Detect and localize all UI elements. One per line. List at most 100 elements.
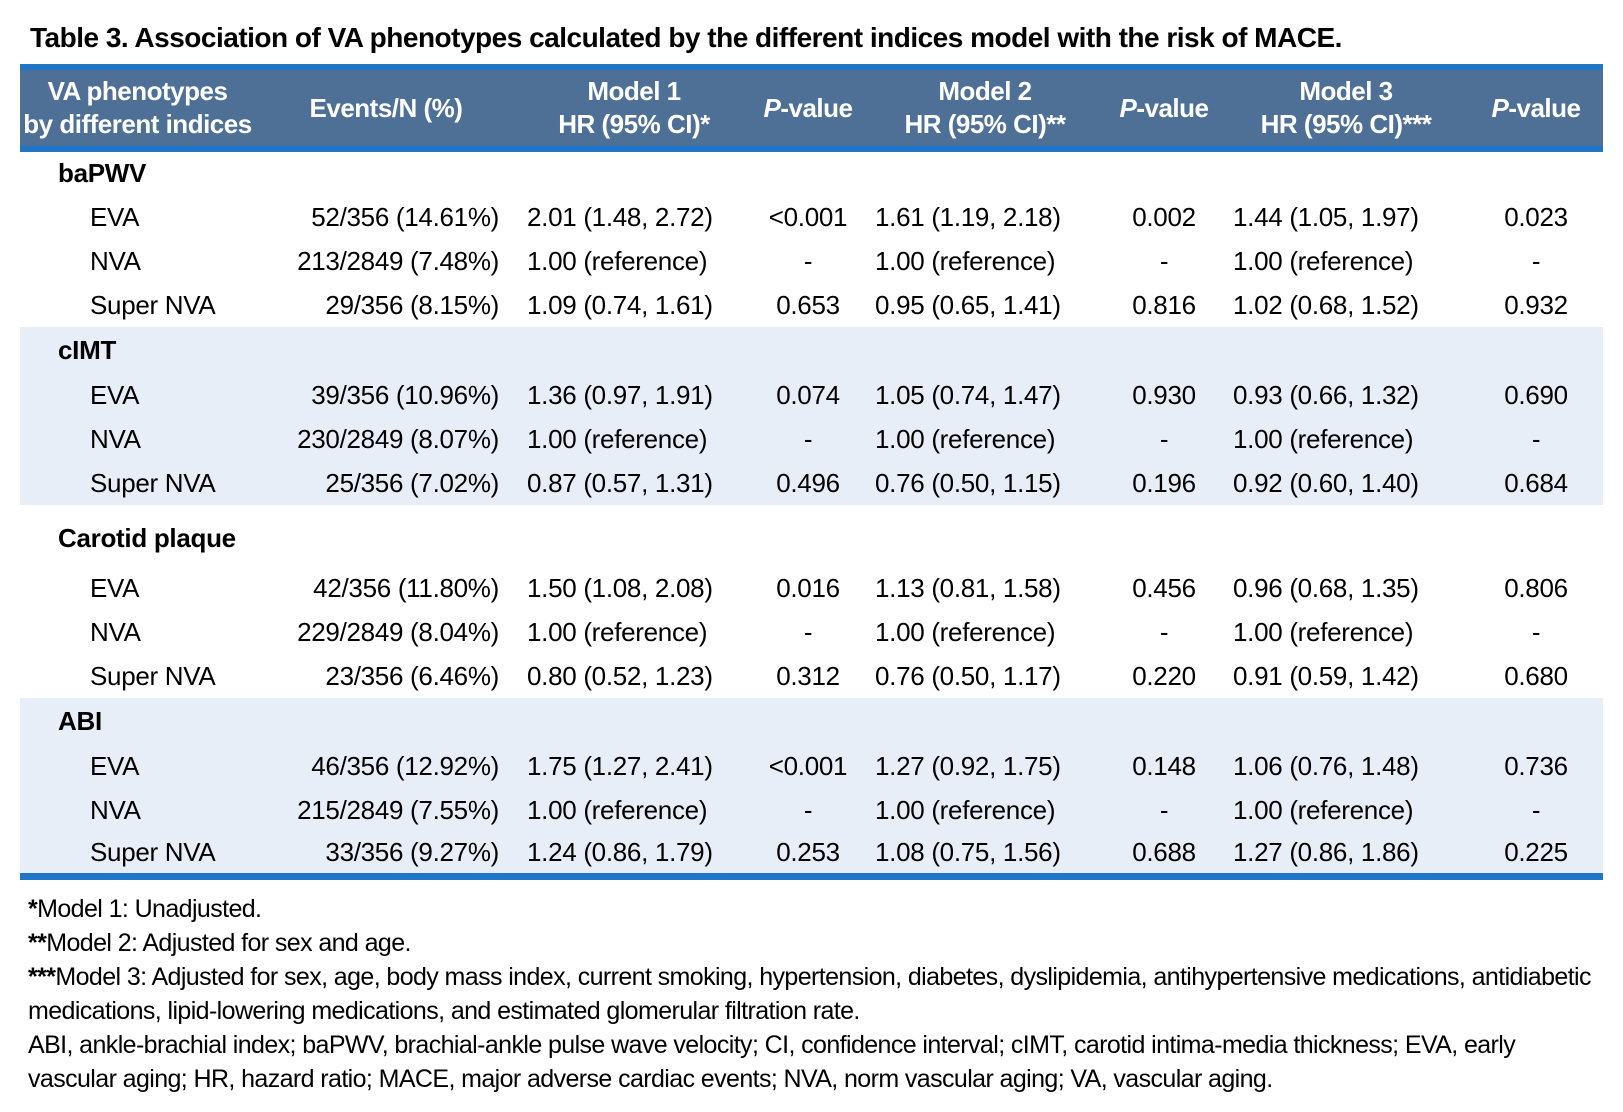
section-label: ABI (20, 698, 1603, 744)
model1-pvalue-cell: - (751, 417, 865, 461)
events-cell: 229/2849 (8.04%) (297, 616, 499, 647)
va-phenotypes-column-header: VA phenotypes by different indices (20, 64, 255, 152)
events-cell: 33/356 (9.27%) (255, 832, 517, 876)
section-row: baPWV (20, 149, 1603, 195)
model3-pvalue-cell: - (1531, 616, 1541, 647)
model3-hr-cell: 1.02 (0.68, 1.52) (1233, 289, 1419, 320)
table-row: Super NVA 29/356 (8.15%) 1.09 (0.74, 1.61)… (20, 283, 1603, 327)
row-label-cell: NVA (20, 417, 255, 461)
row-label-cell: Super NVA (90, 660, 216, 691)
model1-hr-cell: 1.00 (reference) (527, 245, 708, 276)
row-label-cell: Super NVA (90, 289, 216, 320)
table-row: Super NVA 25/356 (7.02%) 0.87 (0.57, 1.31)… (20, 461, 1603, 505)
table-row: NVA 230/2849 (8.07%) 1.00 (reference) -1.00… (20, 417, 1603, 461)
model3-hr-cell: 1.44 (1.05, 1.97) (1233, 201, 1419, 232)
table-row: EVA 42/356 (11.80%) 1.50 (1.08, 2.08) 0.016… (20, 566, 1603, 610)
model1-hr-cell: 0.87 (0.57, 1.31) (517, 461, 751, 505)
footnote-marker: ** (28, 928, 47, 957)
model1-pvalue-cell: - (751, 788, 865, 832)
model3-hr-cell: 1.27 (0.86, 1.86) (1223, 832, 1469, 876)
table-row: EVA 52/356 (14.61%) 2.01 (1.48, 2.72) <0.00… (20, 195, 1603, 239)
table-title: Table 3. Association of VA phenotypes ca… (30, 22, 1342, 53)
model1-pvalue-cell: 0.496 (751, 461, 865, 505)
events-cell: 46/356 (12.92%) (255, 744, 517, 788)
model2-hr-cell: 0.76 (0.50, 1.17) (875, 660, 1061, 691)
model2-hr-cell: 0.95 (0.65, 1.41) (875, 289, 1061, 320)
model2-pvalue-cell: - (1105, 417, 1223, 461)
header-row: VA phenotypes by different indices Events/… (20, 64, 1603, 152)
model2-hr-cell: 1.00 (reference) (875, 245, 1056, 276)
row-label-cell: EVA (20, 744, 255, 788)
header-line: VA phenotypes (47, 76, 228, 106)
events-cell: 230/2849 (8.07%) (255, 417, 517, 461)
model1-pvalue-cell: 0.253 (751, 832, 865, 876)
model1-p-column-header: P-value (751, 64, 865, 152)
model1-hr-cell: 1.24 (0.86, 1.79) (517, 832, 751, 876)
model3-pvalue-cell: 0.680 (1504, 660, 1568, 691)
model3-pvalue-cell: 0.684 (1469, 461, 1603, 505)
header-line: Model 1 (587, 76, 681, 106)
model3-hr-cell: 0.92 (0.60, 1.40) (1223, 461, 1469, 505)
row-label-cell: NVA (90, 616, 141, 647)
model2-pvalue-cell: 0.002 (1132, 201, 1196, 232)
model1-hr-cell: 1.36 (0.97, 1.91) (517, 373, 751, 417)
model1-hr-cell: 1.00 (reference) (517, 417, 751, 461)
footnote-line: ***Model 3: Adjusted for sex, age, body … (28, 962, 1592, 1025)
model1-pvalue-cell: 0.016 (776, 572, 840, 603)
row-label-cell: Super NVA (20, 832, 255, 876)
model1-pvalue-cell: 0.074 (751, 373, 865, 417)
model2-hr-cell: 1.00 (reference) (865, 417, 1105, 461)
table-row: Super NVA 23/356 (6.46%) 0.80 (0.52, 1.23)… (20, 654, 1603, 698)
model1-pvalue-cell: - (803, 245, 813, 276)
model3-hr-cell: 0.93 (0.66, 1.32) (1223, 373, 1469, 417)
model2-pvalue-cell: 0.816 (1132, 289, 1196, 320)
section-row: Carotid plaque (20, 505, 1603, 566)
model2-pvalue-cell: 0.688 (1105, 832, 1223, 876)
footnotes: *Model 1: Unadjusted. **Model 2: Adjusted… (20, 880, 1603, 1096)
header-line: Model 2 (938, 76, 1032, 106)
row-label-cell: EVA (90, 201, 140, 232)
model2-hr-cell: 1.13 (0.81, 1.58) (875, 572, 1061, 603)
model3-p-column-header: P-value (1469, 64, 1603, 152)
model1-hr-cell: 1.00 (reference) (527, 616, 708, 647)
model3-pvalue-cell: 0.806 (1504, 572, 1568, 603)
model2-pvalue-cell: - (1105, 788, 1223, 832)
table-row: EVA 39/356 (10.96%) 1.36 (0.97, 1.91) 0.074… (20, 373, 1603, 417)
model3-hr-cell: 0.91 (0.59, 1.42) (1233, 660, 1419, 691)
events-cell: 215/2849 (7.55%) (255, 788, 517, 832)
header-line: P-value (763, 92, 854, 123)
table-row: NVA 215/2849 (7.55%) 1.00 (reference) -1.00… (20, 788, 1603, 832)
footnote-marker: *** (28, 962, 56, 991)
model2-pvalue-cell: 0.148 (1105, 744, 1223, 788)
section-row: cIMT (20, 327, 1603, 373)
row-label-cell: Super NVA (20, 461, 255, 505)
model1-pvalue-cell: 0.653 (776, 289, 840, 320)
model3-hr-cell: 1.00 (reference) (1233, 616, 1414, 647)
events-cell: 39/356 (10.96%) (255, 373, 517, 417)
model3-pvalue-cell: - (1531, 245, 1541, 276)
header-line: HR (95% CI)* (558, 109, 710, 139)
model1-pvalue-cell: 0.312 (776, 660, 840, 691)
data-table: VA phenotypes by different indices Events/… (20, 64, 1603, 880)
model1-pvalue-cell: <0.001 (768, 201, 848, 232)
model2-pvalue-cell: 0.456 (1132, 572, 1196, 603)
model1-hr-cell: 1.75 (1.27, 2.41) (517, 744, 751, 788)
section-label: Carotid plaque (58, 523, 236, 553)
row-label-cell: EVA (20, 373, 255, 417)
model2-hr-cell: 0.76 (0.50, 1.15) (865, 461, 1105, 505)
table-row: NVA 229/2849 (8.04%) 1.00 (reference) - 1.00… (20, 610, 1603, 654)
model3-pvalue-cell: 0.690 (1469, 373, 1603, 417)
model3-hr-cell: 1.00 (reference) (1223, 417, 1469, 461)
model2-p-column-header: P-value (1105, 64, 1223, 152)
section-label: baPWV (58, 158, 147, 188)
events-cell: 213/2849 (7.48%) (297, 245, 499, 276)
footnote-line: *Model 1: Unadjusted. (28, 894, 262, 923)
model3-pvalue-cell: 0.023 (1504, 201, 1568, 232)
events-cell: 23/356 (6.46%) (325, 660, 499, 691)
model2-hr-cell: 1.08 (0.75, 1.56) (865, 832, 1105, 876)
model3-pvalue-cell: 0.225 (1469, 832, 1603, 876)
model1-hr-cell: 2.01 (1.48, 2.72) (527, 201, 713, 232)
model1-pvalue-cell: <0.001 (751, 744, 865, 788)
model3-pvalue-cell: 0.736 (1469, 744, 1603, 788)
model2-pvalue-cell: 0.220 (1132, 660, 1196, 691)
